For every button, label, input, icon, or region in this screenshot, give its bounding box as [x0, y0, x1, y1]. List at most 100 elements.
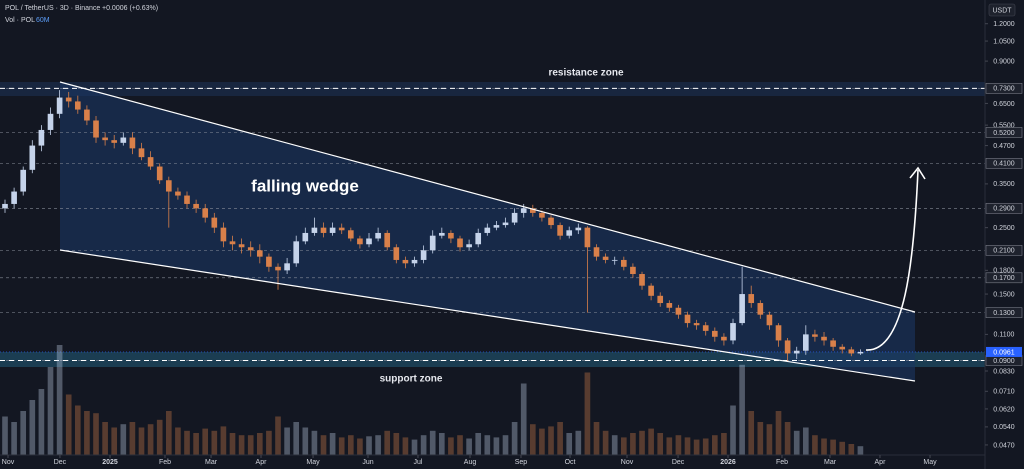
candle-body [520, 208, 527, 213]
volume-bar [338, 437, 345, 455]
volume-bar [56, 345, 63, 455]
candle-body [711, 330, 718, 337]
candle-body [566, 230, 573, 236]
candle-body [802, 334, 809, 351]
volume-bar [639, 430, 645, 455]
volume-bar [311, 430, 318, 455]
volume-bar [111, 427, 118, 455]
volume-bar [429, 430, 436, 455]
candle-body [238, 244, 245, 248]
volume-bar [739, 364, 745, 455]
candle-body [147, 157, 154, 167]
candle-body [493, 225, 500, 228]
volume-bar [457, 435, 463, 455]
volume-bar [648, 428, 654, 455]
volume-bar [748, 411, 755, 455]
candle-body [2, 203, 8, 209]
volume-bar [256, 433, 263, 455]
currency-box [988, 3, 1016, 17]
x-tick-label: Jul [413, 459, 422, 466]
candle-body [639, 274, 645, 286]
candle-body [284, 263, 290, 271]
candle-body [684, 314, 691, 324]
candle-body [11, 191, 17, 204]
volume-bar [593, 422, 600, 455]
candle-body [29, 145, 36, 170]
candle-body [429, 235, 436, 251]
volume-bar [529, 424, 536, 455]
volume-bar [38, 389, 45, 455]
y-tick-label: 0.1300 [993, 310, 1015, 317]
volume-bar [2, 416, 8, 455]
volume-bar [539, 428, 545, 455]
levels [0, 87, 985, 361]
volume-bar [147, 424, 154, 455]
volume-bar [202, 428, 209, 455]
candle-body [129, 137, 136, 149]
volume-bar [802, 427, 809, 455]
volume-bar [857, 446, 864, 455]
candle-body [20, 169, 27, 192]
candle-body [384, 232, 391, 248]
volume-bar [420, 435, 427, 455]
candle-body [666, 303, 673, 308]
x-tick-label: Mar [824, 459, 837, 466]
volume-bar [839, 441, 846, 455]
volume-title: Vol · POL [5, 17, 35, 24]
volume-bar [20, 411, 27, 455]
volume-bar [548, 426, 554, 455]
candle-body [375, 232, 381, 239]
candle-body [830, 340, 836, 347]
y-tick-label: 0.1700 [993, 275, 1015, 282]
candle-body [347, 230, 354, 239]
volume-bar [347, 435, 354, 455]
header: POL / TetherUS · 3D · Binance +0.0006 (+… [5, 5, 158, 24]
y-tick-label: 0.0620 [993, 406, 1015, 413]
candle-body [475, 232, 482, 245]
breakout-arrow [865, 169, 919, 351]
volume-bar [411, 439, 418, 455]
y-tick-label: 1.0500 [993, 38, 1015, 45]
volume-bar [848, 444, 855, 455]
candle-body [812, 334, 818, 337]
volume-bar [693, 439, 700, 455]
volume-bar [29, 400, 36, 455]
candle-body [657, 295, 664, 304]
x-tick-label: Apr [875, 459, 887, 466]
candle-body [120, 137, 127, 143]
volume-bar [602, 430, 609, 455]
last-price-label: 0.0961 [993, 349, 1015, 356]
volume-bar [220, 426, 227, 455]
candle-body [47, 113, 54, 130]
candle-body [74, 101, 81, 110]
candle-body [302, 232, 309, 242]
level-label-box [985, 158, 1023, 169]
candle-body [575, 227, 582, 231]
volume-bar [129, 422, 136, 455]
candle-body [457, 238, 463, 248]
y-tick-label: 0.4100 [993, 161, 1015, 168]
candle-body [366, 238, 372, 245]
x-tick-label: Feb [159, 459, 171, 466]
volume-bar [229, 433, 236, 455]
volume-bar [757, 422, 764, 455]
candle-body [156, 166, 163, 181]
volume-bar [557, 422, 563, 455]
candle-body [766, 314, 773, 326]
candle-body [220, 227, 227, 242]
resistance-label: resistance zone [548, 68, 623, 79]
level-label-box [985, 307, 1023, 318]
y-tick-label: 0.2500 [993, 225, 1015, 232]
volume-bar [384, 430, 391, 455]
candle-body [721, 336, 727, 341]
volume-bar [193, 433, 199, 455]
volume-bar [666, 437, 673, 455]
level-label-box [985, 203, 1023, 214]
volume-bar [584, 372, 591, 455]
candle-body [839, 346, 846, 350]
volume-bar [357, 438, 363, 455]
level-label-box [985, 83, 1023, 94]
candle-body [402, 259, 409, 264]
candle-body [784, 340, 791, 354]
